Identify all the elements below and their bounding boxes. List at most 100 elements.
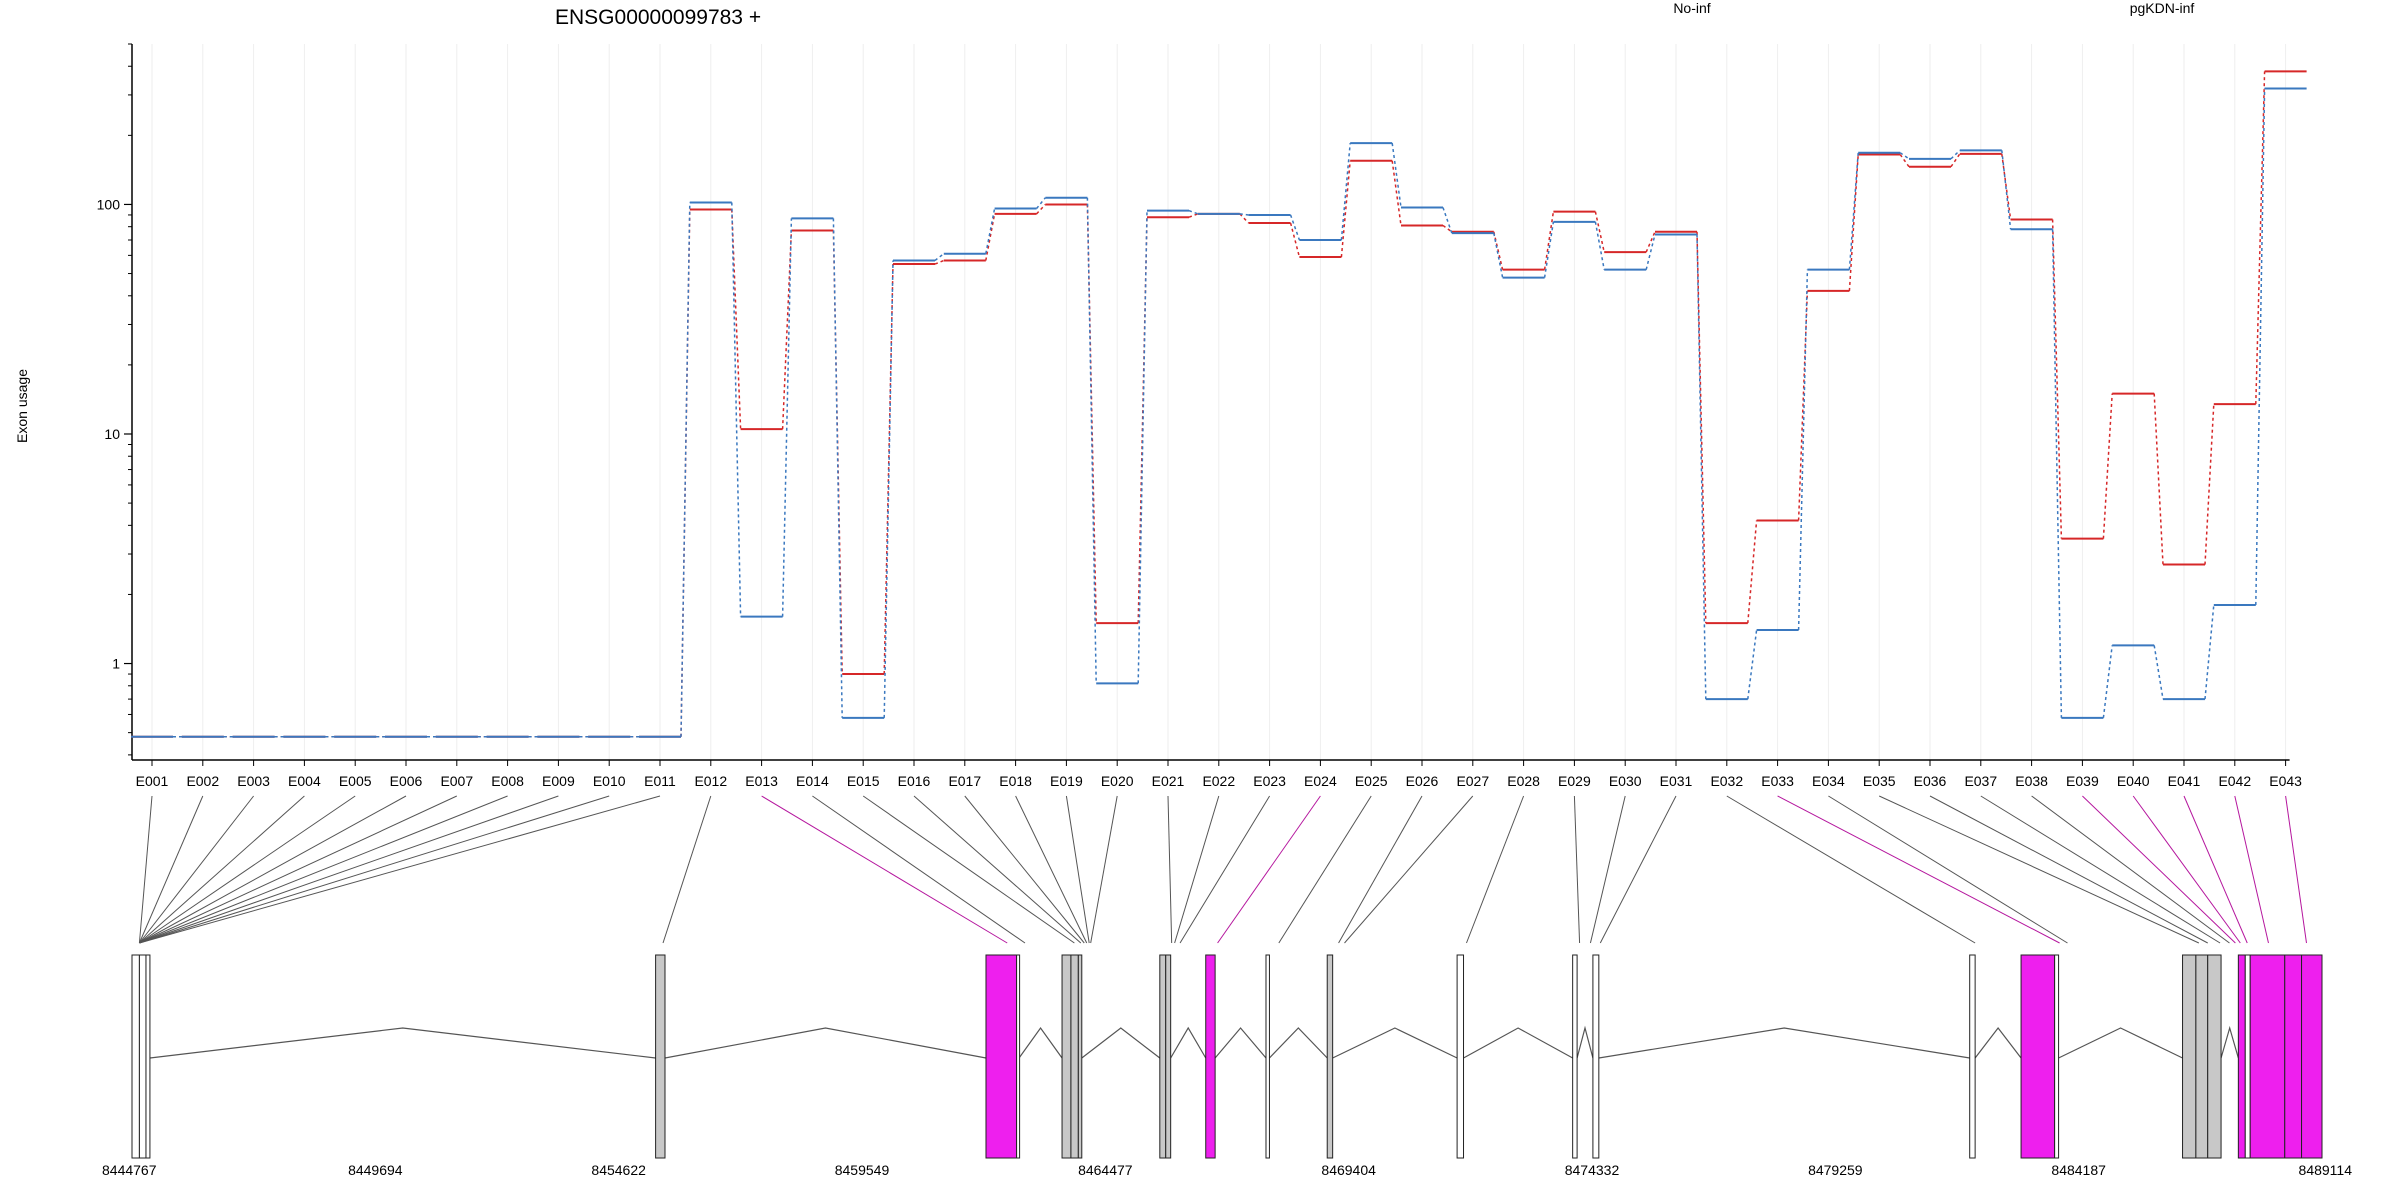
y-tick-label: 10	[104, 426, 120, 442]
series-connector	[1747, 520, 1758, 624]
coordinate-label: 8459549	[835, 1162, 890, 1178]
series-pgkdn-inf	[131, 87, 2307, 738]
series-connector	[1086, 197, 1097, 684]
coordinate-label: 8484187	[2051, 1162, 2106, 1178]
intron-line	[1598, 1027, 1970, 1059]
intron-line	[1018, 1026, 1063, 1059]
grid-lines	[151, 44, 2287, 760]
exon-block	[1070, 954, 1079, 1159]
series-connector	[1188, 213, 1199, 218]
exon-connector-e001	[138, 795, 153, 944]
x-tick-label-e022: E022	[1202, 773, 1235, 789]
series-connector	[2001, 150, 2012, 230]
exon-connector-e022	[1174, 795, 1220, 944]
coordinate-label: 8449694	[348, 1162, 403, 1178]
exon-block	[131, 954, 140, 1159]
exon-block	[2244, 954, 2251, 1159]
legend-entry-pgkdn-inf: pgKDN-inf	[2130, 0, 2195, 16]
x-tick-label-e029: E029	[1558, 773, 1591, 789]
exon-connector-e041	[2183, 795, 2248, 944]
exon-block	[1326, 954, 1334, 1159]
exon-block	[1159, 954, 1167, 1159]
exon-connector-e005	[139, 795, 356, 944]
exon-block	[1592, 954, 1600, 1159]
x-tick-label-e008: E008	[491, 773, 524, 789]
series-connector	[2153, 393, 2164, 565]
coordinate-label: 8469404	[1321, 1162, 1376, 1178]
series-connector	[1797, 290, 1809, 521]
exon-block	[138, 954, 147, 1159]
series-connector	[1391, 160, 1402, 226]
exon-block	[2237, 954, 2246, 1159]
series-connector	[2102, 393, 2113, 539]
x-tick-label-e041: E041	[2168, 773, 2201, 789]
exon-connector-e007	[139, 795, 458, 944]
x-tick-label-e009: E009	[542, 773, 575, 789]
series-connector	[2102, 645, 2113, 718]
x-tick-label-e019: E019	[1050, 773, 1083, 789]
series-connector	[1239, 213, 1250, 224]
exon-connector-e030	[1589, 795, 1626, 944]
x-tick-label-e002: E002	[186, 773, 219, 789]
exon-connector-e043	[2285, 795, 2307, 944]
x-tick-label-e004: E004	[288, 773, 321, 789]
series-connector	[1848, 152, 1859, 270]
series-connector	[1289, 214, 1301, 241]
series-connector	[1493, 231, 1504, 270]
x-tick-label-e028: E028	[1507, 773, 1540, 789]
series-connector	[934, 259, 945, 265]
x-tick-label-e006: E006	[390, 773, 423, 789]
exon-block	[2195, 954, 2209, 1159]
x-tick-label-e007: E007	[440, 773, 473, 789]
series-connector	[1340, 143, 1351, 241]
x-tick-label-e014: E014	[796, 773, 829, 789]
exon-connector-e040	[2132, 795, 2241, 944]
series-connector	[1086, 204, 1097, 624]
x-tick-label-e040: E040	[2117, 773, 2150, 789]
x-tick-label-e031: E031	[1660, 773, 1693, 789]
series-connector	[1391, 143, 1402, 208]
x-tick-label-e017: E017	[948, 773, 981, 789]
series-connector	[2255, 88, 2266, 605]
exon-connector-e006	[139, 795, 407, 944]
intron-line	[149, 1027, 656, 1059]
coordinate-label: 8464477	[1078, 1162, 1133, 1178]
exon-block	[985, 954, 1018, 1159]
coordinate-label: 8479259	[1808, 1162, 1863, 1178]
intron-line	[1269, 1027, 1328, 1059]
exon-connector-e016	[913, 795, 1082, 944]
exon-block	[1205, 954, 1216, 1159]
exon-connector-e034	[1828, 795, 2068, 944]
series-connector	[1137, 217, 1148, 624]
x-tick-label-e005: E005	[339, 773, 372, 789]
exon-block	[1016, 954, 1021, 1159]
intron-line	[1463, 1027, 1573, 1059]
series-connector	[1848, 154, 1859, 291]
series-connector	[781, 218, 793, 617]
exon-connector-e033	[1777, 795, 2060, 944]
exon-block	[145, 954, 151, 1159]
series-connector	[1797, 269, 1809, 631]
exon-block	[2207, 954, 2222, 1159]
exon-connector-e018	[1015, 795, 1088, 944]
exon-connector-e017	[964, 795, 1085, 944]
exon-block	[1572, 954, 1578, 1159]
exon-connector-e042	[2234, 795, 2269, 944]
exon-connector-e013	[761, 795, 1008, 944]
series-connector	[1036, 203, 1046, 215]
x-tick-label-e013: E013	[745, 773, 778, 789]
exon-connector-e002	[138, 795, 204, 944]
x-tick-label-e037: E037	[1964, 773, 1997, 789]
series-connector	[1899, 152, 1910, 160]
series-connector	[1442, 207, 1453, 234]
x-tick-label-e015: E015	[847, 773, 880, 789]
x-tick-label-e034: E034	[1812, 773, 1845, 789]
series-connector	[832, 218, 843, 718]
exon-connector-e010	[139, 795, 610, 944]
x-tick-label-e032: E032	[1710, 773, 1743, 789]
series-connector	[883, 260, 894, 718]
legend: No-inf pgKDN-inf	[1673, 0, 2194, 16]
series-connector	[1493, 232, 1504, 278]
x-tick-label-e012: E012	[694, 773, 727, 789]
exon-connector-e015	[862, 795, 1075, 944]
